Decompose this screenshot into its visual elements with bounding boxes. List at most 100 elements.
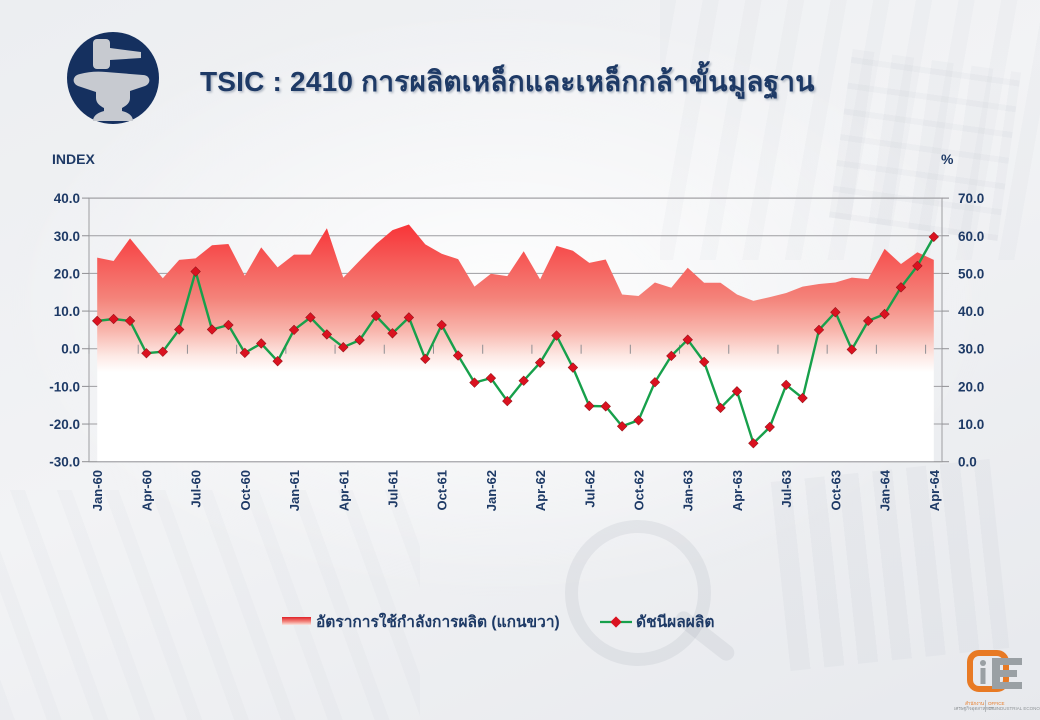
x-axis-tick-label: Jul-61	[386, 470, 401, 508]
left-axis-tick-label: 40.0	[54, 191, 80, 206]
x-axis-tick-label: Apr-64	[927, 469, 942, 511]
x-axis-tick-label: Apr-62	[533, 470, 548, 511]
right-axis-tick-label: 30.0	[958, 342, 984, 357]
data-point-marker	[797, 392, 808, 404]
data-point-marker	[452, 350, 464, 361]
oie-monogram-icon	[967, 650, 1022, 692]
data-point-marker	[551, 330, 562, 341]
data-point-marker	[748, 438, 759, 449]
hammer-head-icon	[93, 39, 110, 69]
data-point-marker	[731, 386, 743, 397]
hammer-handle-icon	[110, 48, 141, 60]
oie-caption-divider	[985, 700, 986, 712]
data-point-marker	[256, 338, 267, 349]
data-point-marker	[633, 415, 644, 426]
data-point-marker	[141, 348, 152, 359]
right-axis-tick-label: 0.0	[958, 455, 977, 470]
data-point-marker	[649, 377, 661, 388]
left-axis-title: INDEX	[52, 151, 95, 167]
x-axis-tick-label: Jan-60	[90, 470, 105, 511]
data-point-marker	[518, 375, 529, 386]
right-axis-tick-label: 20.0	[958, 379, 984, 394]
data-point-marker	[715, 402, 726, 414]
x-axis-tick-label: Jul-60	[189, 470, 204, 508]
data-point-marker	[321, 329, 333, 340]
x-axis-tick-label: Oct-61	[435, 470, 450, 510]
x-axis-tick-label: Jan-61	[287, 470, 302, 511]
data-point-marker	[534, 357, 546, 368]
data-point-marker	[682, 334, 693, 345]
data-point-marker	[288, 324, 300, 336]
data-point-marker	[830, 307, 841, 318]
oie-caption-english: OFFICE OF INDUSTRIAL ECONOMICS	[988, 701, 1040, 711]
data-point-marker	[928, 231, 939, 243]
data-point-marker	[370, 310, 382, 322]
data-point-marker	[879, 308, 890, 320]
left-axis-tick-label: 0.0	[61, 342, 80, 357]
data-point-marker	[174, 324, 185, 335]
data-point-marker	[403, 312, 415, 323]
x-axis-tick-label: Jul-63	[779, 470, 794, 508]
left-axis-tick-label: 30.0	[54, 229, 80, 244]
capacity-utilization-area	[97, 224, 934, 462]
right-axis-tick-label: 10.0	[958, 417, 984, 432]
x-axis-tick-label: Apr-60	[139, 470, 154, 511]
production-index-line	[97, 236, 935, 445]
anvil-icon	[73, 71, 150, 121]
oie-footer-logo: สำนักงาน เศรษฐกิจอุตสาหกรรม OFFICE OF IN…	[954, 650, 1040, 714]
data-point-marker	[239, 347, 250, 359]
left-axis-tick-label: -30.0	[49, 455, 80, 470]
data-point-marker	[354, 334, 365, 346]
data-point-marker	[223, 319, 234, 331]
oie-caption-thai: สำนักงาน เศรษฐกิจอุตสาหกรรม	[954, 701, 997, 711]
right-axis-title: %	[941, 151, 954, 167]
left-axis-tick-label: 10.0	[54, 304, 80, 319]
right-axis-tick-label: 70.0	[958, 191, 984, 206]
x-axis-tick-label: Jan-63	[681, 470, 696, 511]
page-title: TSIC : 2410 การผลิตเหล็กและเหล็กกล้าขั้น…	[200, 66, 815, 97]
data-point-marker	[813, 324, 825, 336]
data-point-marker	[895, 282, 907, 293]
left-axis-tick-label: -10.0	[49, 379, 80, 394]
x-axis-tick-label: Jan-64	[878, 469, 893, 511]
right-axis-tick-label: 50.0	[958, 266, 984, 281]
x-axis-tick-label: Jul-62	[582, 470, 597, 508]
data-point-marker	[108, 313, 119, 325]
legend-line-swatch	[600, 616, 632, 628]
data-point-marker	[863, 315, 874, 327]
data-point-marker	[469, 377, 480, 388]
data-point-marker	[912, 260, 923, 272]
x-axis-tick-label: Oct-63	[828, 470, 843, 510]
data-point-marker	[436, 319, 447, 331]
data-point-marker	[502, 395, 513, 407]
data-point-marker	[305, 312, 316, 323]
data-point-marker	[387, 328, 398, 339]
legend-label-capacity-utilization: อัตราการใช้กำลังการผลิต (แกนขวา)	[316, 614, 560, 631]
data-point-marker	[157, 346, 168, 357]
x-axis-tick-label: Oct-60	[238, 470, 253, 510]
x-axis-tick-label: Oct-62	[632, 470, 647, 510]
data-point-marker	[420, 353, 431, 365]
data-point-marker	[846, 344, 857, 355]
legend-label-production-index: ดัชนีผลผลิต	[636, 614, 715, 631]
steel-industry-anvil-icon	[67, 32, 159, 124]
data-point-marker	[781, 379, 792, 391]
data-point-marker	[485, 372, 497, 384]
right-axis-tick-label: 60.0	[958, 229, 984, 244]
right-axis-tick-label: 40.0	[958, 304, 984, 319]
data-point-marker	[272, 355, 283, 367]
legend-area-swatch	[282, 617, 311, 625]
data-point-marker	[600, 401, 611, 412]
data-point-marker	[764, 421, 775, 433]
plot-border	[88, 197, 943, 463]
data-point-marker	[584, 400, 595, 412]
left-axis-tick-label: 20.0	[54, 266, 80, 281]
data-point-marker	[567, 362, 579, 373]
data-point-marker	[616, 421, 628, 432]
x-axis-tick-label: Apr-61	[336, 470, 351, 511]
data-point-marker	[338, 342, 349, 353]
left-axis-tick-label: -20.0	[49, 417, 80, 432]
data-point-marker	[124, 315, 136, 327]
